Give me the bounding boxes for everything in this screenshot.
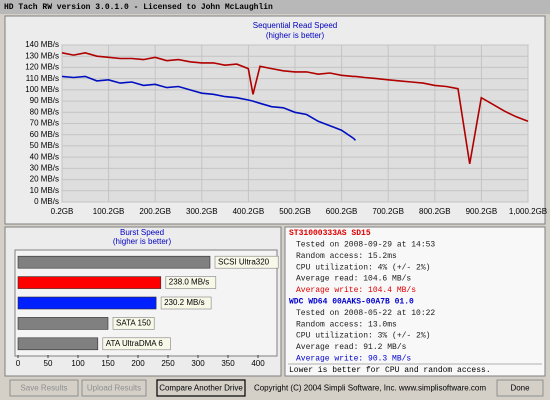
x-tick-label: 400.2GB — [233, 207, 265, 216]
bar-label-box — [165, 276, 217, 289]
x-tick-label: 50 — [44, 359, 53, 368]
y-tick-label: 110 MB/s — [26, 74, 59, 83]
copyright: Copyright (C) 2004 Simpli Software, Inc.… — [254, 384, 486, 393]
bar — [17, 276, 162, 289]
drive-stat: CPU utilization: 3% (+/- 2%) — [296, 332, 430, 341]
button — [9, 379, 79, 397]
bar-label-box — [102, 337, 171, 351]
drive-stat: Tested on 2008-09-29 at 14:53 — [296, 241, 435, 250]
bar-label-box — [160, 296, 212, 310]
y-tick-label: 30 MB/s — [30, 163, 59, 172]
button-label: Save Results — [20, 384, 67, 393]
button[interactable] — [156, 379, 246, 397]
series-line — [61, 51, 529, 165]
x-tick-label: 600.2GB — [326, 207, 358, 216]
bar-value-label: 230.2 MB/s — [164, 298, 204, 307]
button — [81, 379, 147, 397]
y-tick-label: 130 MB/s — [25, 51, 59, 60]
y-tick-label: 50 MB/s — [30, 141, 59, 150]
drive-stat: Random access: 15.2ms — [296, 252, 397, 261]
button[interactable] — [496, 379, 544, 397]
chart-title: Sequential Read Speed — [253, 21, 338, 30]
y-tick-label: 60 MB/s — [30, 130, 59, 139]
bar-category-label: ATA UltraDMA 6 — [106, 339, 164, 348]
x-tick-label: 150 — [101, 359, 115, 368]
button-label[interactable]: Compare Another Drive — [159, 384, 243, 393]
x-tick-label: 500.2GB — [279, 207, 311, 216]
window-title: HD Tach RW version 3.0.1.0 - Licensed to… — [4, 3, 273, 12]
button-label: Upload Results — [87, 384, 141, 393]
x-tick-label: 0.2GB — [51, 207, 74, 216]
y-tick-label: 10 MB/s — [30, 186, 59, 195]
series-line — [61, 75, 357, 141]
x-tick-label: 400 — [251, 359, 265, 368]
bar — [17, 255, 211, 269]
y-tick-label: 0 MB/s — [34, 197, 59, 206]
y-tick-label: 20 MB/s — [30, 175, 59, 184]
chart-subtitle: (higher is better) — [266, 31, 325, 40]
x-tick-label: 300 — [191, 359, 205, 368]
x-tick-label: 0 — [16, 359, 21, 368]
chart-subtitle: (higher is better) — [113, 237, 172, 246]
x-tick-label: 100.2GB — [93, 207, 125, 216]
x-tick-label: 700.2GB — [372, 207, 404, 216]
y-tick-label: 90 MB/s — [30, 96, 59, 105]
y-tick-label: 70 MB/s — [30, 119, 59, 128]
drive-stat: Random access: 13.0ms — [296, 320, 397, 329]
info-note: Lower is better for CPU and random acces… — [289, 366, 491, 375]
y-tick-label: 40 MB/s — [30, 152, 59, 161]
bar-label-box — [214, 255, 279, 269]
x-tick-label: 200.2GB — [139, 207, 171, 216]
x-tick-label: 900.2GB — [466, 207, 498, 216]
drive-name: ST31000333AS SD15 — [289, 229, 371, 238]
y-tick-label: 100 MB/s — [25, 85, 59, 94]
y-tick-label: 120 MB/s — [25, 63, 59, 72]
drive-stat: Average write: 104.4 MB/s — [296, 286, 416, 295]
x-tick-label: 200 — [131, 359, 145, 368]
bar-label-box — [112, 317, 155, 330]
bar-category-label: SATA 150 — [116, 319, 151, 328]
drive-stat: Tested on 2008-05-22 at 10:22 — [296, 309, 435, 318]
x-tick-label: 100 — [71, 359, 85, 368]
bar-value-label: 238.0 MB/s — [169, 278, 209, 287]
title-bar — [0, 0, 550, 14]
bar — [17, 296, 157, 310]
x-tick-label: 300.2GB — [186, 207, 218, 216]
drive-stat: Average write: 90.3 MB/s — [296, 355, 411, 364]
x-tick-label: 350 — [221, 359, 235, 368]
chart-title: Burst Speed — [120, 228, 164, 237]
bar — [17, 317, 109, 330]
drive-name: WDC WD64 00AAKS-00A7B 01.0 — [289, 298, 414, 307]
drive-stat: CPU utilization: 4% (+/- 2%) — [296, 263, 430, 272]
drive-stat: Average read: 91.2 MB/s — [296, 343, 407, 352]
x-tick-label: 800.2GB — [419, 207, 451, 216]
drive-stat: Average read: 104.6 MB/s — [296, 275, 411, 284]
y-tick-label: 140 MB/s — [25, 40, 59, 49]
y-tick-label: 80 MB/s — [30, 107, 59, 116]
bar-category-label: SCSI Ultra320 — [218, 257, 270, 266]
x-tick-label: 250 — [161, 359, 175, 368]
bar — [17, 337, 99, 351]
x-tick-label: 1,000.2GB — [509, 207, 547, 216]
button-label[interactable]: Done — [510, 384, 530, 393]
info-panel — [284, 226, 546, 377]
